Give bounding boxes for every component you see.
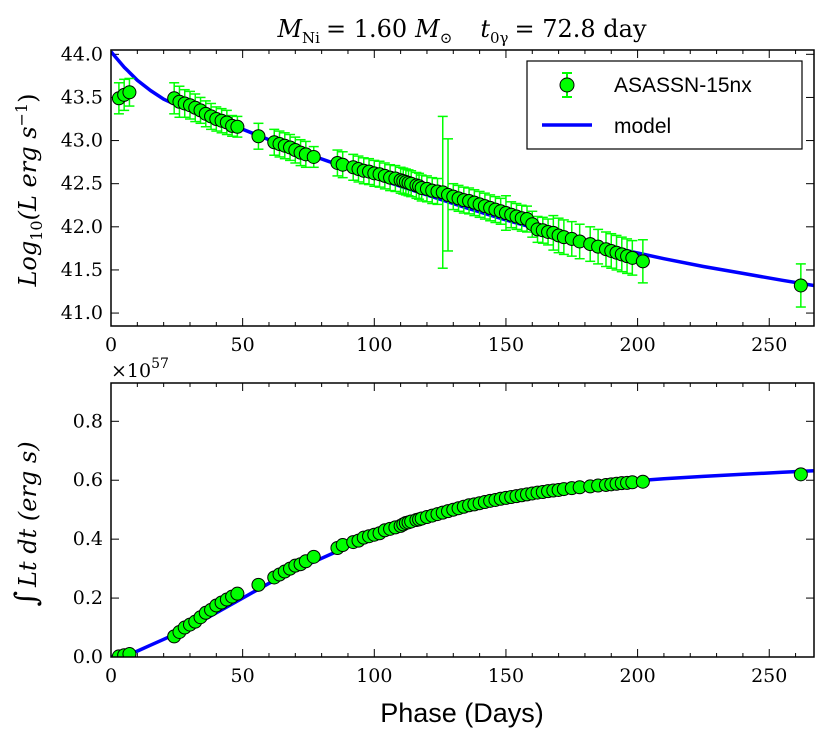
y-tick-label: 0.6 [73, 469, 103, 491]
series-layer [111, 50, 814, 308]
data-point [306, 149, 321, 164]
y-scale-multiplier: ×1057 [111, 356, 169, 382]
data-point [122, 85, 137, 100]
x-tick-label: 250 [751, 334, 787, 356]
x-tick-label: 100 [356, 334, 392, 356]
model-line [111, 469, 814, 657]
legend-label-data: ASASSN-15nx [614, 74, 752, 97]
top-y-axis-label: Log10(L erg s−1) [12, 94, 46, 288]
legend-box [526, 60, 803, 150]
y-tick-label: 0.0 [73, 646, 103, 668]
x-tick-label: 100 [356, 665, 392, 687]
y-tick-label: 41.0 [61, 302, 103, 324]
data-point [793, 467, 808, 482]
bottom-y-axis-label: ∫Lt dt (erg s) [9, 441, 44, 606]
x-tick-label: 0 [105, 334, 117, 356]
x-tick-label: 0 [105, 665, 117, 687]
x-tick-label: 200 [619, 334, 655, 356]
y-tick-label: 43.5 [61, 86, 103, 108]
x-tick-label: 150 [488, 665, 524, 687]
axes-frame [110, 49, 815, 327]
x-axis-label: Phase (Days) [380, 698, 544, 728]
x-tick-label: 150 [488, 334, 524, 356]
x-tick-label: 50 [231, 334, 255, 356]
data-point [230, 119, 245, 134]
series-layer [111, 467, 814, 657]
y-tick-label: 44.0 [61, 43, 103, 65]
data-point [635, 254, 650, 269]
y-tick-label: 0.8 [73, 410, 103, 432]
y-tick-label: 0.4 [73, 528, 103, 550]
legend-marker-symbol [559, 77, 575, 93]
y-tick-label: 42.5 [61, 173, 103, 195]
legend: ASASSN-15nx model [526, 60, 803, 150]
data-point [793, 278, 808, 293]
axes-frame [110, 382, 815, 658]
x-tick-label: 250 [751, 665, 787, 687]
data-point [251, 129, 266, 144]
y-tick-label: 43.0 [61, 130, 103, 152]
y-tick-label: 0.2 [73, 587, 103, 609]
chart-title: MNi = 1.60 M⊙ t0γ = 72.8 day [276, 15, 647, 47]
data-point [635, 474, 650, 489]
y-tick-label: 42.0 [61, 216, 103, 238]
y-tick-label: 41.5 [61, 259, 103, 281]
data-point [122, 647, 137, 657]
data-point [306, 549, 321, 564]
x-tick-label: 50 [231, 665, 255, 687]
data-point [251, 577, 266, 592]
data-point [230, 586, 245, 601]
x-tick-label: 200 [619, 665, 655, 687]
bottom-plot-area: 0 50 100 150 200 250 0.0 0.2 0.4 0.6 0.8 [73, 382, 815, 687]
top-plot-area: 0 50 100 150 200 250 41.0 41.5 42.0 42.5 43.0 43.5 4… [61, 43, 815, 356]
legend-label-model: model [614, 115, 671, 138]
